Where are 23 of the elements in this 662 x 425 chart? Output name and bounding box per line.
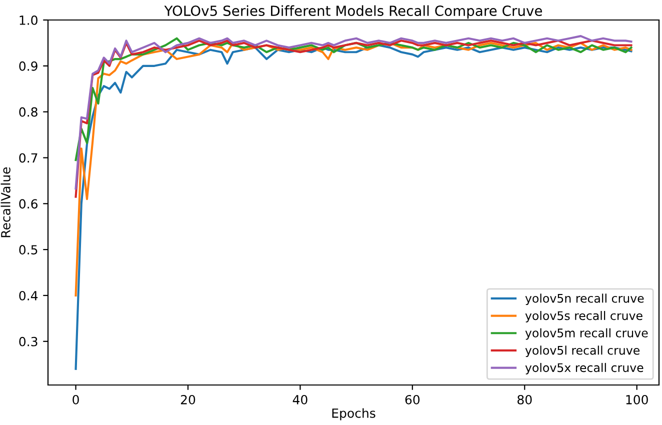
y-tick-label: 0.8 [19,107,38,117]
line-series [74,37,632,162]
x-tick-label: 20 [180,394,196,404]
y-tick-label: 0.7 [19,153,38,163]
y-tick-label: 1.0 [20,15,38,25]
y-tick-label: 0.6 [19,199,38,209]
legend-label: yolov5s recall cruve [525,310,642,322]
x-tick-label: 100 [626,394,648,404]
x-tick-label: 60 [405,394,420,404]
legend-label: yolov5n recall cruve [525,294,644,306]
x-axis-title: Epochs [332,408,376,420]
y-tick-label: 0.9 [19,61,38,71]
legend-label: yolov5m recall cruve [525,328,648,340]
legend-label: yolov5l recall cruve [525,346,640,358]
x-tick-label: 40 [292,394,308,404]
x-tick-label: 0 [72,394,79,404]
x-tick-label: 80 [518,394,532,404]
y-tick-label: 0.5 [19,245,38,254]
y-tick-label: 0.3 [19,336,38,346]
y-axis-title: RecallValue [0,167,10,238]
y-tick-label: 0.4 [19,290,38,300]
legend-label: yolov5x recall cruve [525,362,644,374]
chart-title: YOLOv5 Series Different Models Recall Compare Cruve [164,5,542,19]
